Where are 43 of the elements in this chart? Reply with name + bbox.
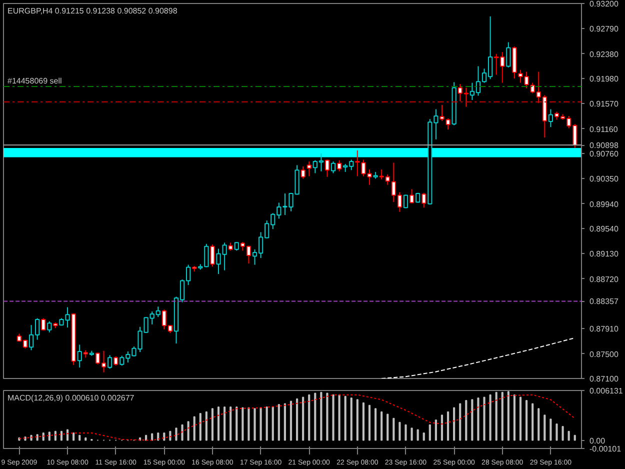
candlestick	[114, 356, 118, 366]
y-tick-label: 0.89130	[590, 250, 619, 259]
candlestick	[300, 166, 306, 180]
line-series	[381, 337, 576, 378]
candlestick	[306, 160, 312, 177]
ref-line-label: 0.88357	[590, 297, 619, 306]
y-tick-label: 0.87910	[590, 324, 619, 334]
candlestick	[336, 160, 342, 172]
candlestick	[422, 192, 426, 208]
y-tick-label: 0.006131	[590, 386, 624, 396]
candlestick	[324, 159, 330, 178]
chart-title: EURGBP,H4 0.91215 0.91238 0.90852 0.90898	[8, 6, 178, 16]
candlestick	[107, 354, 112, 370]
y-tick-label: 0.00	[590, 436, 606, 446]
candlestick	[403, 194, 408, 209]
y-tick-label: 0.89940	[590, 200, 619, 209]
candlestick	[210, 244, 215, 268]
candlestick	[77, 344, 82, 368]
y-tick-label: -0.00101	[590, 444, 622, 454]
y-tick-label: 0.91160	[590, 124, 618, 134]
candlestick	[440, 104, 444, 122]
candlestick	[47, 320, 52, 333]
y-tick-label: 0.87500	[590, 350, 619, 359]
y-tick-label: 0.91980	[590, 74, 619, 84]
candlestick	[409, 188, 414, 204]
chart-title: MACD(12,26,9) 0.000610 0.002677	[8, 394, 135, 402]
y-tick-label: 0.87100	[590, 374, 619, 384]
candlestick	[41, 318, 46, 332]
y-tick-label: 0.92380	[590, 50, 619, 59]
ref-line-label: 0.90898	[590, 141, 619, 150]
y-tick-label: 0.91570	[590, 100, 619, 109]
y-tick-label: 0.90760	[590, 150, 619, 158]
ref-line-label: #14458069 sell	[8, 76, 62, 86]
y-tick-label: 0.90350	[590, 174, 619, 184]
candlestick	[548, 108, 554, 128]
y-tick-label: 0.93200	[590, 0, 619, 8]
y-tick-label: 0.92790	[590, 24, 619, 34]
y-tick-label: 0.88720	[590, 274, 619, 284]
y-tick-label: 0.89540	[590, 224, 619, 234]
candlestick	[446, 118, 450, 130]
candlestick	[330, 160, 336, 174]
candlestick	[355, 150, 360, 177]
candlestick	[506, 42, 511, 68]
